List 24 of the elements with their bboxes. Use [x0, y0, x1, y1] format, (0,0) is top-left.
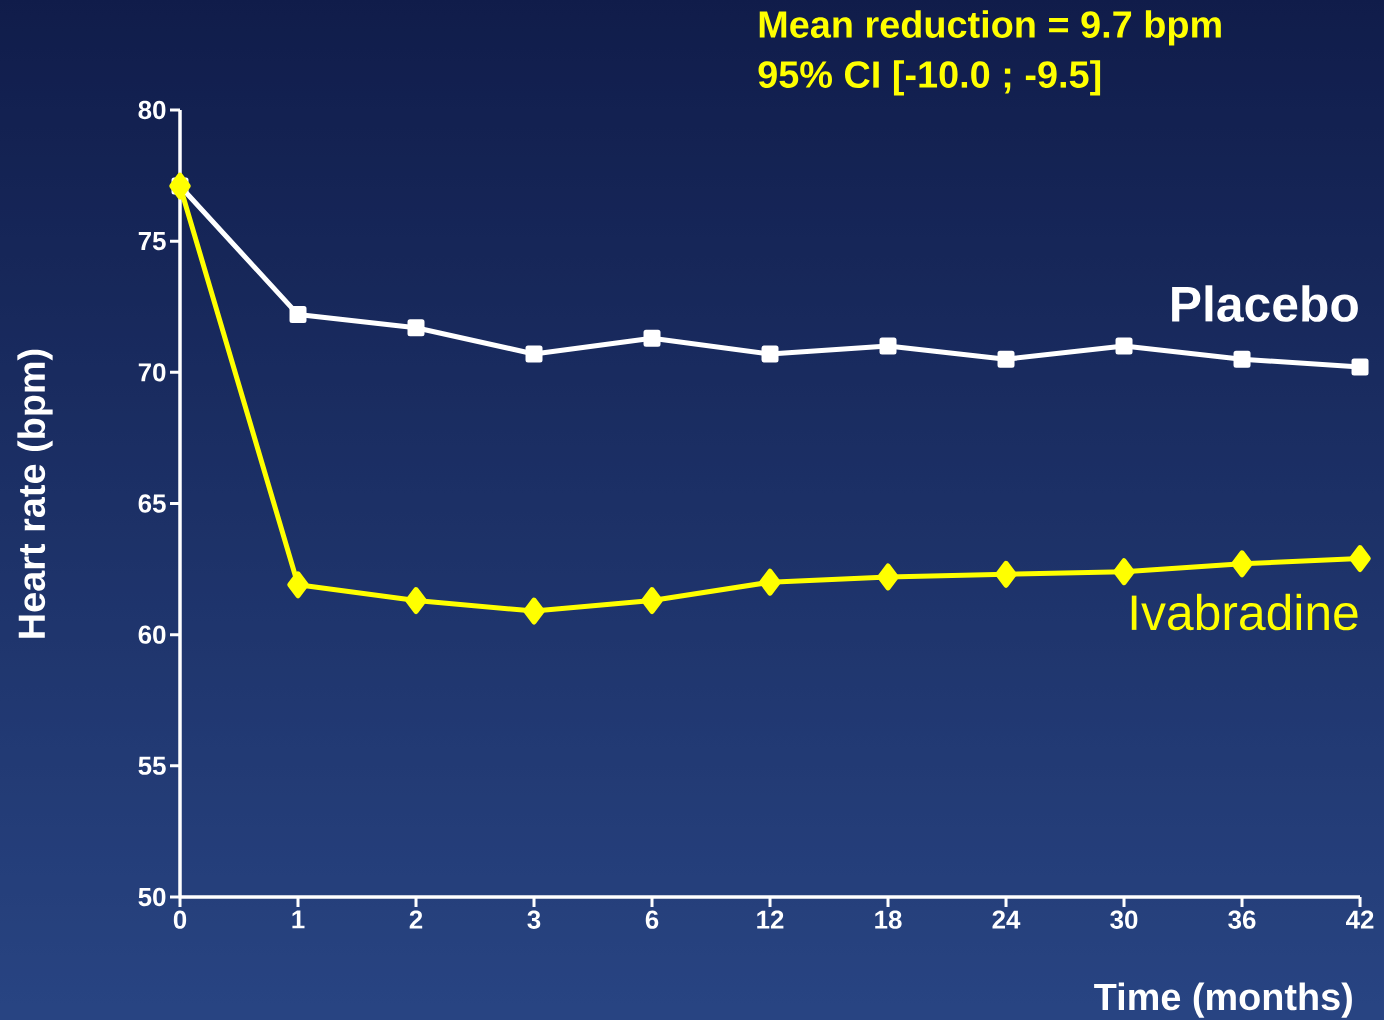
y-tick-label: 80	[138, 100, 166, 120]
x-axis-title: Time (months)	[1094, 982, 1352, 1018]
x-tick-label: 24	[992, 910, 1021, 929]
text: 95% CI [-10.0 ; -9.5]	[758, 60, 1101, 96]
y-tick-label: 75	[138, 232, 166, 251]
x-tick-label: 42	[1346, 910, 1374, 929]
series-label: Placebo	[1172, 285, 1358, 322]
x-tick-label: 30	[1110, 910, 1138, 929]
y-tick-label: 55	[138, 756, 166, 775]
series-label: Ivabradine	[1131, 593, 1358, 631]
x-tick-label: 6	[645, 910, 659, 929]
y-axis-title: Heart rate (bpm)	[17, 349, 53, 638]
y-tick-label: 65	[138, 494, 166, 513]
x-tick-label: 2	[409, 910, 423, 929]
y-tick-label: 50	[138, 887, 166, 907]
text: Mean reduction = 9.7 bpm	[759, 10, 1221, 46]
x-tick-label: 12	[757, 910, 784, 929]
x-tick-label: 3	[527, 910, 541, 929]
x-tick-label: 0	[173, 910, 187, 929]
x-tick-label: 36	[1228, 910, 1256, 929]
y-tick-label: 70	[138, 363, 166, 382]
y-tick-label: 60	[138, 625, 166, 644]
x-tick-label: 1	[292, 910, 305, 929]
x-tick-label: 18	[875, 910, 902, 929]
